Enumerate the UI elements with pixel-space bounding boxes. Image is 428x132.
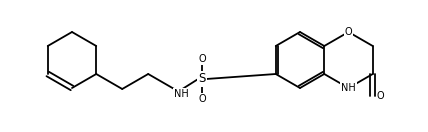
Text: NH: NH	[341, 83, 356, 93]
Text: S: S	[199, 72, 206, 86]
Text: O: O	[199, 54, 206, 64]
Text: NH: NH	[174, 89, 189, 99]
Text: O: O	[199, 94, 206, 104]
Text: O: O	[345, 27, 352, 37]
Text: O: O	[377, 91, 385, 101]
